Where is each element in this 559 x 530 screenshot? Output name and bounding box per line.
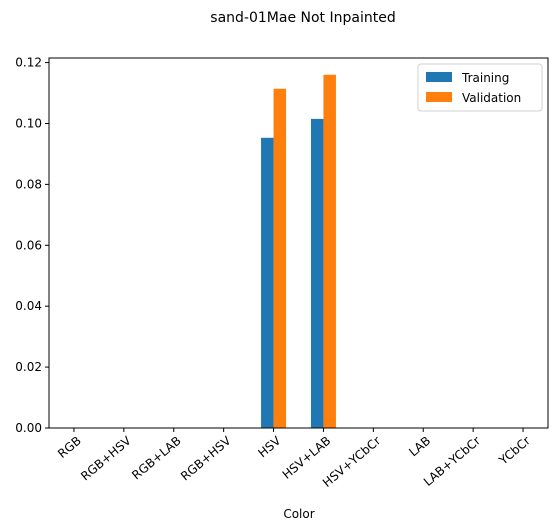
x-axis-label: Color bbox=[283, 507, 314, 521]
legend-swatch-validation bbox=[426, 92, 452, 102]
x-tick-label: RGB bbox=[55, 434, 84, 461]
plot-area: 0.000.020.040.060.080.100.12RGBRGB+HSVRG… bbox=[15, 56, 549, 490]
y-tick-label: 0.04 bbox=[15, 299, 42, 313]
y-tick-label: 0.08 bbox=[15, 177, 42, 191]
bar-validation-4 bbox=[273, 88, 287, 428]
x-tick-label: RGB+HSV bbox=[178, 433, 234, 483]
bar-validation-5 bbox=[323, 74, 336, 429]
legend-label-training: Training bbox=[461, 71, 509, 85]
x-tick-label: YCbCr bbox=[496, 434, 533, 469]
x-tick-label: LAB bbox=[406, 434, 433, 460]
y-tick-label: 0.06 bbox=[15, 238, 42, 252]
y-tick-label: 0.10 bbox=[15, 116, 42, 130]
y-tick-label: 0.02 bbox=[15, 360, 42, 374]
y-tick-label: 0.12 bbox=[15, 56, 42, 70]
y-tick-label: 0.00 bbox=[15, 421, 42, 435]
legend: Training Validation bbox=[417, 63, 543, 112]
axes-frame bbox=[48, 57, 549, 429]
legend-label-validation: Validation bbox=[462, 91, 521, 105]
bar-training-4 bbox=[261, 137, 274, 428]
x-tick-label: HSV bbox=[255, 433, 284, 460]
chart-title: sand-01Mae Not Inpainted bbox=[210, 10, 395, 26]
x-tick-label: RGB+LAB bbox=[129, 434, 183, 483]
bar-training-5 bbox=[310, 118, 324, 429]
legend-swatch-training bbox=[426, 72, 452, 82]
x-tick-label: RGB+HSV bbox=[78, 433, 134, 483]
